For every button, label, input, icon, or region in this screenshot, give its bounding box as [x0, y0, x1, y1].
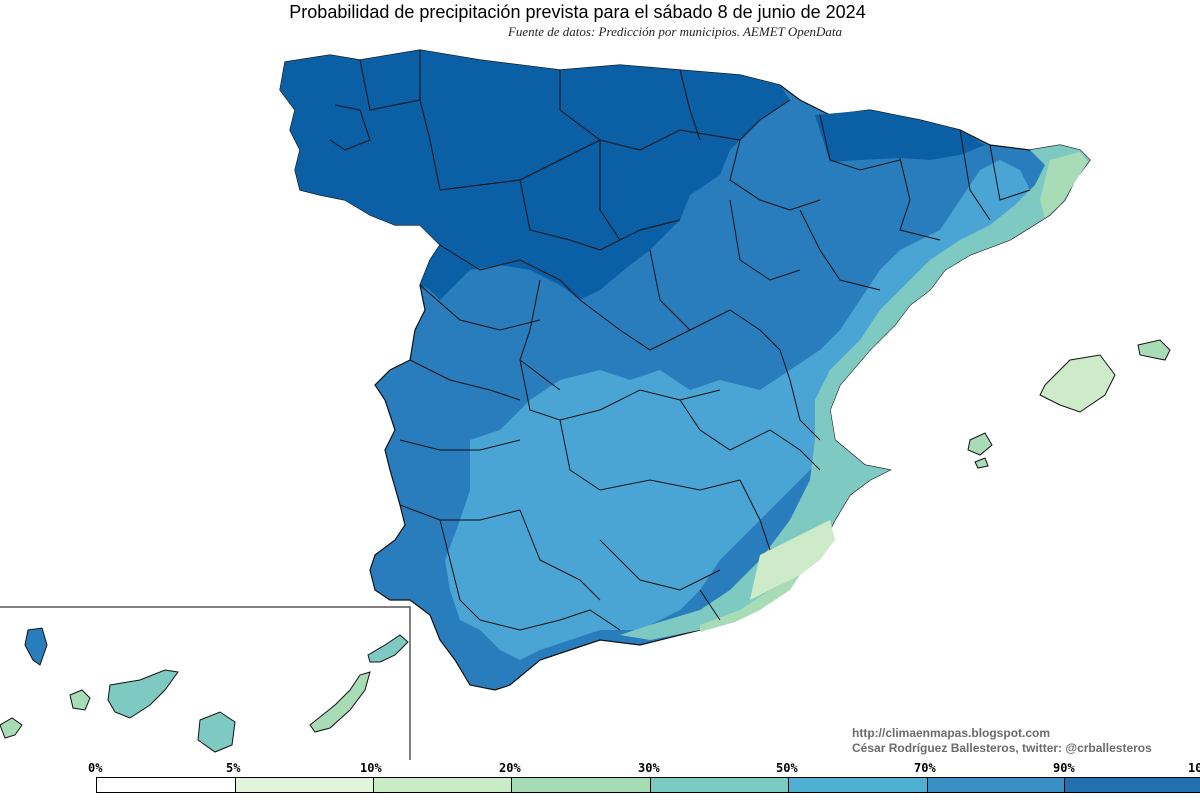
province-borders: [329, 50, 1031, 631]
pyrenees-high-probability-zone: [815, 110, 985, 162]
la-gomera-island: [69, 689, 91, 711]
legend-label: 5%: [226, 761, 241, 775]
legend-label: 70%: [914, 761, 936, 775]
fuerteventura-island: [309, 671, 371, 733]
legend-label: 90%: [1053, 761, 1075, 775]
legend-color-bar: [96, 777, 1200, 793]
credits-author: César Rodríguez Ballesteros, twitter: @c…: [852, 741, 1152, 755]
ibiza-island: [967, 432, 993, 456]
canary-inset-frame: [0, 606, 411, 760]
gran-canaria-island: [197, 711, 236, 753]
formentera-island: [974, 457, 989, 469]
legend-label: 10: [1188, 761, 1200, 775]
color-legend: 0% 5% 10% 20% 30% 50% 70% 90% 10: [0, 760, 1200, 800]
legend-swatch: [235, 778, 374, 792]
map-credits: http://climaenmapas.blogspot.com César R…: [852, 726, 1152, 756]
tenerife-island: [107, 669, 179, 719]
map-subtitle: Fuente de datos: Predicción por municipi…: [507, 24, 843, 39]
mallorca-island: [1039, 354, 1116, 413]
legend-swatch: [651, 778, 789, 792]
legend-swatch: [1065, 778, 1200, 792]
legend-label: 10%: [360, 761, 382, 775]
murcia-low-probability-zone: [700, 575, 800, 632]
legend-label: 50%: [776, 761, 798, 775]
map-title: Probabilidad de precipitación prevista p…: [289, 2, 866, 22]
menorca-island: [1137, 339, 1171, 361]
lanzarote-island: [367, 634, 409, 663]
central-medium-probability-zone: [445, 160, 1030, 660]
legend-swatch: [927, 778, 1066, 792]
murcia-lowest-probability-zone: [750, 520, 835, 600]
legend-swatch: [373, 778, 513, 792]
credits-url[interactable]: http://climaenmapas.blogspot.com: [852, 726, 1051, 740]
el-hierro-island: [0, 717, 23, 739]
legend-label: 20%: [499, 761, 521, 775]
legend-label: 30%: [638, 761, 660, 775]
legend-swatch: [788, 778, 928, 792]
la-palma-island: [24, 627, 48, 666]
north-high-probability-zone: [280, 50, 790, 300]
legend-swatch: [512, 778, 651, 792]
southeast-lowest-probability-zone: [1040, 152, 1088, 218]
legend-label: 0%: [88, 761, 103, 775]
precipitation-map: [0, 49, 1171, 760]
legend-swatch: [97, 778, 236, 792]
